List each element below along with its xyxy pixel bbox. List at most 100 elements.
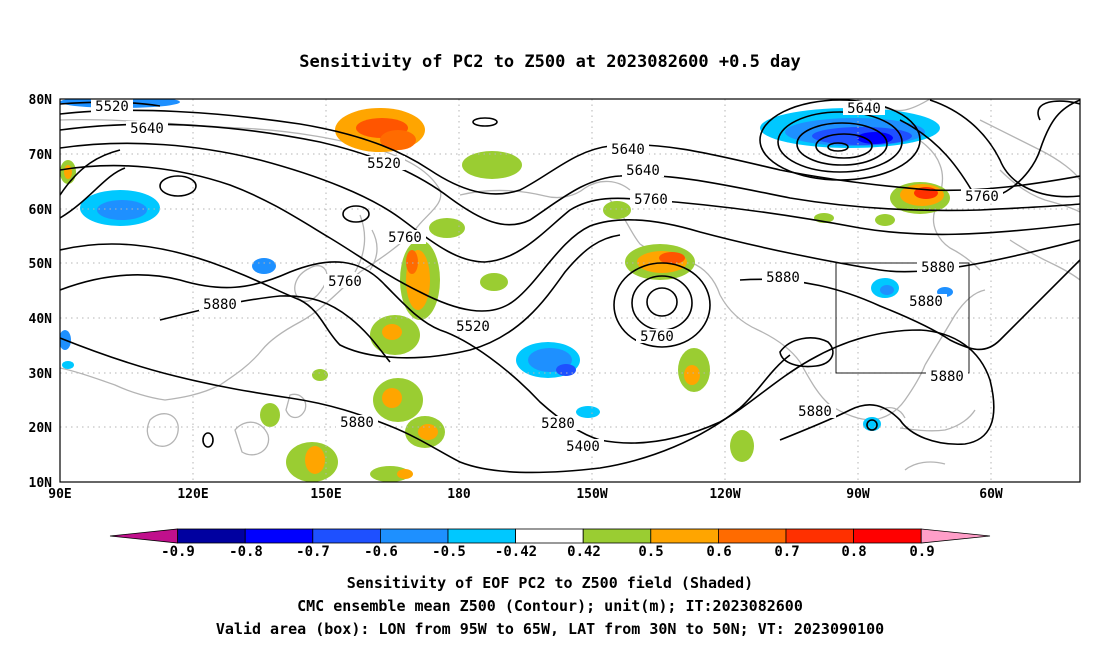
lon-tick: 90E [48,487,71,502]
contour-label: 5880 [798,404,832,420]
lat-tick: 60N [29,203,53,218]
contour-label: 5400 [566,439,600,455]
contour-label: 5760 [965,189,999,205]
map-frame [59,98,1081,483]
positive-anomaly-5 [60,160,445,482]
colorbar-swatch [650,528,719,544]
contour-label: 5760 [388,230,422,246]
longitude-axis: 90E 120E 150E 180 150W 120W 90W 60W [48,487,1003,502]
contour-label: 5640 [847,101,881,117]
contour-label-bg [336,415,378,429]
positive-anomaly-3 [603,201,754,462]
lon-tick: 120E [177,487,208,502]
positive-anomaly-2 [370,151,522,355]
contour-label: 5880 [766,270,800,286]
contour-label: 5280 [541,416,575,432]
lon-tick: 90W [846,487,870,502]
latitude-axis: 80N 70N 60N 50N 40N 30N 20N 10N [29,93,53,491]
contour-label-bg [384,230,426,244]
lon-tick: 150E [310,487,341,502]
colorbar-swatch [447,528,516,544]
colorbar-label: 0.8 [841,544,866,560]
lon-tick: 60W [979,487,1003,502]
contour-label-bg [562,439,604,453]
contour-label-bg [843,101,885,115]
colorbar-swatch [177,528,246,544]
caption-line-1: Sensitivity of EOF PC2 to Z500 field (Sh… [347,574,753,592]
contour-label-bg [917,260,959,274]
valid-area-box [835,262,970,374]
contour-label: 5880 [909,294,943,310]
colorbar-swatch [582,528,652,544]
colorbar-label: 0.42 [567,544,601,560]
contour-label-bg [91,99,133,113]
contour-label-bg [622,163,664,177]
contour-label: 5520 [367,156,401,172]
contour-label-bg [452,319,494,333]
lon-tick: 180 [447,487,471,502]
contour-label-bg [926,369,968,383]
contour-label-bg [961,189,1003,203]
colorbar-swatch [109,528,179,544]
contour-label-bg [126,121,168,135]
colorbar-label: 0.9 [909,544,934,560]
colorbar-swatch [785,528,854,544]
colorbar-label: -0.6 [364,544,398,560]
contour-label: 5520 [456,319,490,335]
contour-label: 5880 [340,415,374,431]
colorbar-swatch [515,528,584,544]
lon-tick: 150W [576,487,607,502]
contour-label: 5760 [640,329,674,345]
lat-tick: 70N [29,148,53,163]
lat-tick: 30N [29,367,53,382]
colorbar-swatch [718,528,787,544]
lat-tick: 80N [29,93,53,108]
contour-label-bg [363,156,405,170]
contour-label-bg [905,294,947,308]
contour-label-bg [794,404,836,418]
contour-label-bg [324,274,366,288]
colorbar-label: -0.7 [296,544,330,560]
lon-tick: 120W [709,487,740,502]
negative-anomaly-2 [60,99,276,369]
colorbar-label: 0.7 [774,544,799,560]
lat-tick: 20N [29,421,53,436]
colorbar-swatch [312,528,381,544]
colorbar-swatch [244,528,314,544]
contour-label: 5640 [130,121,164,137]
colorbar-label: -0.42 [495,544,537,560]
z500-contours [60,99,1080,474]
contour-label: 5880 [921,260,955,276]
contour-label-bg [762,270,804,284]
colorbar-label: -0.9 [161,544,195,560]
colorbar-label: 0.6 [706,544,731,560]
contour-label: 5880 [930,369,964,385]
caption-line-2: CMC ensemble mean Z500 (Contour); unit(m… [297,597,803,615]
caption-line-3: Valid area (box): LON from 95W to 65W, L… [216,620,884,638]
colorbar-labels: -0.9 -0.8 -0.7 -0.6 -0.5 -0.42 0.42 0.5 … [161,544,935,560]
contour-label-bg [630,192,672,206]
coastlines [60,99,1080,471]
lat-tick: 40N [29,312,53,327]
contour-label: 5880 [203,297,237,313]
positive-anomaly-1 [335,108,425,152]
map-panel: 5520564055205640576058805760552056405760… [60,99,1080,482]
contour-label: 5760 [328,274,362,290]
lat-tick: 10N [29,476,53,491]
contour-label: 5640 [611,142,645,158]
sensitivity-shading [60,99,953,482]
colorbar [109,528,991,544]
lat-tick: 50N [29,257,53,272]
colorbar-swatch [920,528,991,544]
contour-label: 5760 [634,192,668,208]
contour-labels: 5520564055205640576058805760552056405760… [91,99,1003,455]
contour-label: 5640 [626,163,660,179]
map-title: Sensitivity of PC2 to Z500 at 2023082600… [299,52,801,72]
contour-label-bg [636,329,678,343]
colorbar-label: -0.8 [229,544,263,560]
colorbar-swatch [853,528,922,544]
contour-label-bg [199,297,241,311]
negative-anomaly-3 [516,278,953,431]
colorbar-label: 0.5 [638,544,663,560]
